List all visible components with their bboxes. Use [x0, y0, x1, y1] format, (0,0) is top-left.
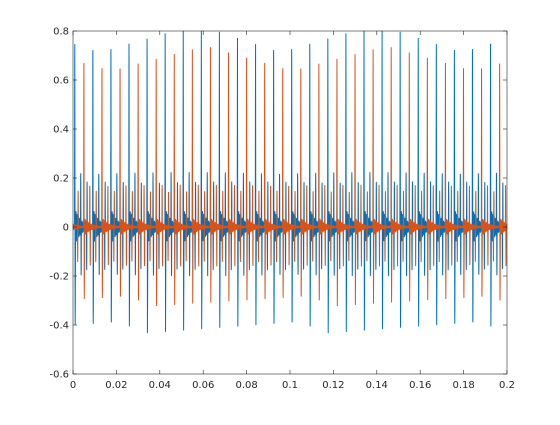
- y-tick-label: -0.2: [49, 272, 69, 283]
- x-tick-label: 0.12: [322, 380, 344, 391]
- series-line-2: [72, 47, 508, 307]
- x-tick-label: 0.2: [499, 380, 515, 391]
- x-tick-label: 0.14: [366, 380, 388, 391]
- y-tick-label: 0.8: [53, 27, 69, 38]
- x-tick-label: 0.18: [452, 380, 474, 391]
- y-tick-label: 0: [63, 223, 69, 234]
- y-tick-label: 0.6: [53, 76, 69, 87]
- x-tick-label: 0.08: [235, 380, 257, 391]
- x-tick-label: 0.04: [149, 380, 171, 391]
- x-tick-label: 0: [70, 380, 76, 391]
- y-tick-label: 0.2: [53, 174, 69, 185]
- x-tick-label: 0.02: [105, 380, 127, 391]
- plot-area: [73, 31, 507, 374]
- y-tick-label: -0.4: [49, 321, 69, 332]
- x-tick-label: 0.06: [192, 380, 214, 391]
- x-axis: 0 0.02 0.04 0.06 0.08 0.1 0.12 0.14 0.16 0.18 0.2: [70, 31, 515, 391]
- x-tick-label: 0.16: [409, 380, 431, 391]
- series-layer: [72, 30, 508, 334]
- y-tick-label: -0.6: [49, 370, 69, 381]
- x-tick-label: 0.1: [282, 380, 298, 391]
- y-tick-label: 0.4: [53, 125, 69, 136]
- y-axis: -0.6 -0.4 -0.2 0 0.2 0.4 0.6 0.8: [49, 27, 507, 381]
